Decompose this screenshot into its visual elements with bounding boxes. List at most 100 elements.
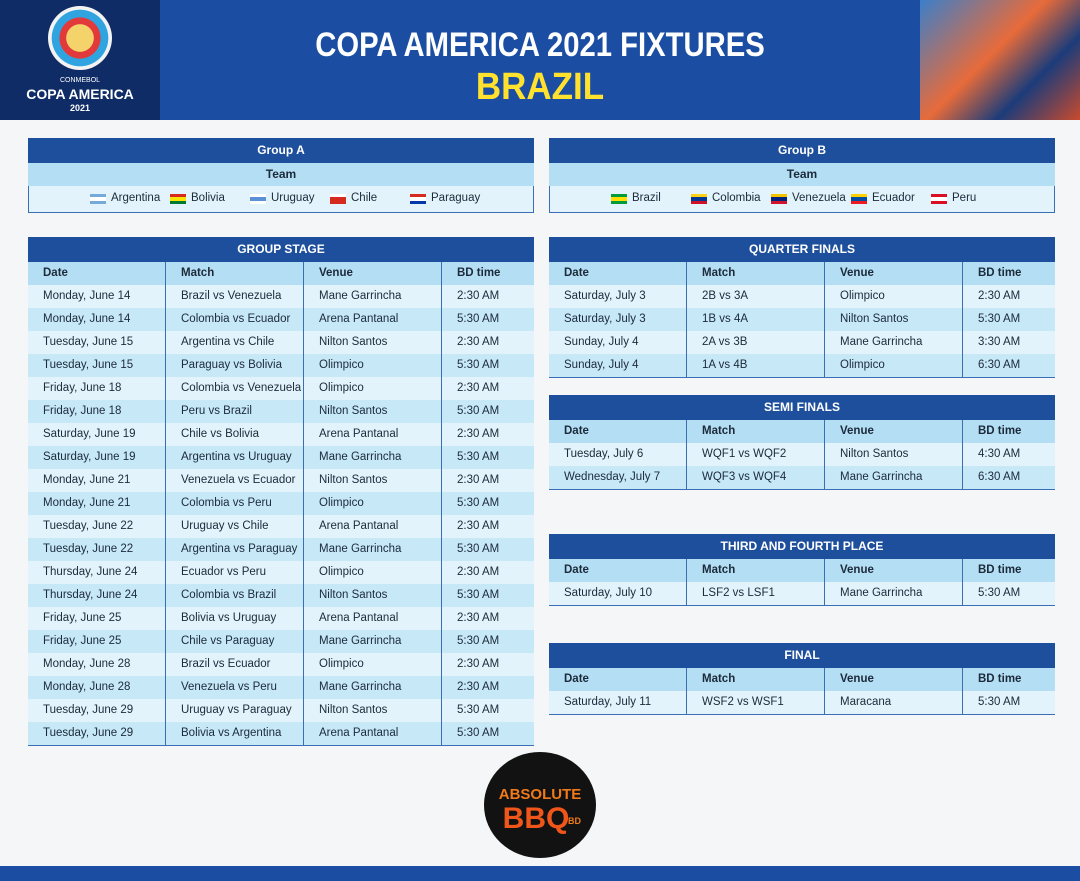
flag-stripe <box>250 197 266 201</box>
flag-stripe <box>330 197 346 201</box>
table-cell: 4:30 AM <box>963 443 1055 466</box>
table-cell: 5:30 AM <box>442 538 534 561</box>
sponsor-line2: BBQ <box>502 802 570 835</box>
footer-bar <box>0 866 1080 881</box>
group-title: Group B <box>549 138 1055 163</box>
table-cell: Monday, June 21 <box>28 492 166 515</box>
flag-stripe <box>851 200 867 204</box>
table-cell: Colombia vs Brazil <box>166 584 304 607</box>
header-bar <box>0 0 1080 120</box>
table-cell: Mane Garrincha <box>304 538 442 561</box>
flag-stripe <box>771 197 787 201</box>
table-cell: 2:30 AM <box>442 653 534 676</box>
table-cell: 6:30 AM <box>963 354 1055 377</box>
column-header: Match <box>687 668 825 691</box>
flag <box>611 194 627 204</box>
table-cell: Saturday, July 11 <box>549 691 687 714</box>
team-name: Paraguay <box>431 192 481 204</box>
table-cell: WQF3 vs WQF4 <box>687 466 825 489</box>
table-cell: Uruguay vs Chile <box>166 515 304 538</box>
table-cell: 5:30 AM <box>442 446 534 469</box>
team-name: Ecuador <box>872 192 915 204</box>
table-cell: 2B vs 3A <box>687 285 825 308</box>
table-cell: Friday, June 25 <box>28 630 166 653</box>
table-cell: Sunday, July 4 <box>549 354 687 377</box>
table-cell: 5:30 AM <box>963 582 1055 605</box>
table-cell: Tuesday, June 15 <box>28 331 166 354</box>
table-cell: Venezuela vs Peru <box>166 676 304 699</box>
flag-stripe <box>771 200 787 204</box>
team-name: Bolivia <box>191 192 225 204</box>
flag <box>931 194 947 204</box>
flag-stripe <box>611 197 627 201</box>
flag-stripe <box>330 200 346 204</box>
column-header: Venue <box>825 262 963 285</box>
flag-stripe <box>90 200 106 204</box>
table-cell: Olimpico <box>304 492 442 515</box>
table-cell: Saturday, July 3 <box>549 285 687 308</box>
table-cell: 2:30 AM <box>442 607 534 630</box>
table-cell: Thursday, June 24 <box>28 584 166 607</box>
table-cell: Friday, June 18 <box>28 377 166 400</box>
table-cell: Chile vs Paraguay <box>166 630 304 653</box>
team-name: Chile <box>351 192 378 204</box>
flag <box>170 194 186 204</box>
table-title: FINAL <box>549 643 1055 668</box>
flag-stripe <box>931 197 947 201</box>
table-cell: Argentina vs Uruguay <box>166 446 304 469</box>
table-cell: Monday, June 14 <box>28 285 166 308</box>
column-header: Match <box>166 262 304 285</box>
team-name: Uruguay <box>271 192 315 204</box>
table-cell: Mane Garrincha <box>304 446 442 469</box>
flag-stripe <box>410 194 426 198</box>
flag-stripe <box>170 200 186 204</box>
flag-stripe <box>410 197 426 201</box>
subtitle: BRAZIL <box>475 66 605 108</box>
column-header: Match <box>687 420 825 443</box>
table-cell: 2:30 AM <box>442 423 534 446</box>
table-cell: Wednesday, July 7 <box>549 466 687 489</box>
team-name: Venezuela <box>792 192 846 204</box>
table-cell: Arena Pantanal <box>304 607 442 630</box>
table-cell: Brazil vs Ecuador <box>166 653 304 676</box>
column-header: Match <box>687 559 825 582</box>
table-cell: Tuesday, June 29 <box>28 699 166 722</box>
logo-year: 2021 <box>69 103 91 113</box>
table-cell: Paraguay vs Bolivia <box>166 354 304 377</box>
table-cell: Saturday, June 19 <box>28 423 166 446</box>
table-cell: WSF2 vs WSF1 <box>687 691 825 714</box>
table-cell: Friday, June 25 <box>28 607 166 630</box>
flag-stripe <box>250 200 266 204</box>
flag-stripe <box>691 200 707 204</box>
table-title: QUARTER FINALS <box>549 237 1055 262</box>
flag-stripe <box>851 194 867 198</box>
table-cell: Tuesday, June 22 <box>28 515 166 538</box>
table-cell: 2A vs 3B <box>687 331 825 354</box>
column-header: Date <box>549 420 687 443</box>
table-cell: 5:30 AM <box>442 630 534 653</box>
logo-top: CONMEBOL <box>59 77 101 84</box>
table-cell: Monday, June 14 <box>28 308 166 331</box>
table-cell: Olimpico <box>304 653 442 676</box>
table-cell: 2:30 AM <box>963 285 1055 308</box>
column-header: Date <box>549 559 687 582</box>
table-cell: 5:30 AM <box>442 699 534 722</box>
table-cell: 5:30 AM <box>442 722 534 745</box>
table-cell: Saturday, July 10 <box>549 582 687 605</box>
flag-stripe <box>330 194 346 198</box>
table-cell: Arena Pantanal <box>304 722 442 745</box>
trophy-logo <box>48 6 112 70</box>
table-cell: Uruguay vs Paraguay <box>166 699 304 722</box>
table-cell: 1B vs 4A <box>687 308 825 331</box>
sponsor-line3: BD <box>568 816 581 826</box>
column-header: BD time <box>963 559 1055 582</box>
table-cell: Colombia vs Venezuela <box>166 377 304 400</box>
table-cell: 5:30 AM <box>442 584 534 607</box>
column-header: Match <box>687 262 825 285</box>
flag-stripe <box>691 197 707 201</box>
table-cell: Tuesday, June 15 <box>28 354 166 377</box>
team-header: Team <box>549 163 1055 186</box>
flag <box>851 194 867 204</box>
table-cell: Mane Garrincha <box>825 331 963 354</box>
table-cell: Colombia vs Ecuador <box>166 308 304 331</box>
